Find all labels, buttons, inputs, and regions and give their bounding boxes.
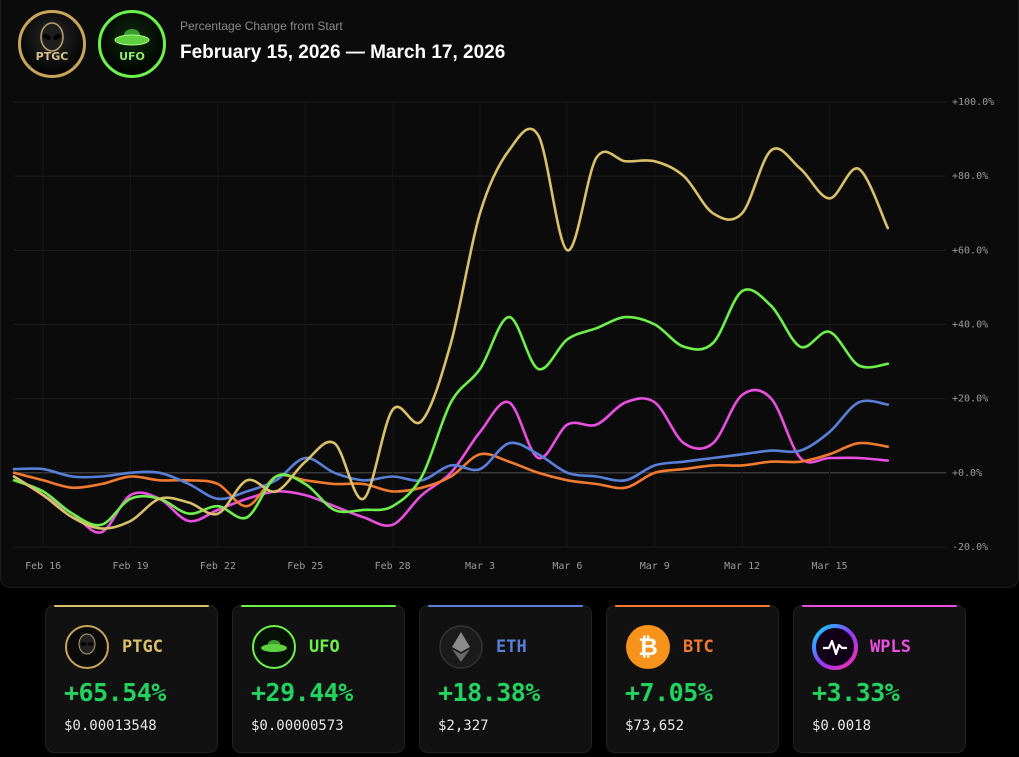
card-name: WPLS [870, 637, 911, 657]
card-wpls[interactable]: WPLS +3.33% $0.0018 [793, 605, 966, 753]
card-price: $0.00000573 [251, 718, 344, 734]
series-line-wpls [12, 388, 890, 534]
card-change: +29.44% [251, 678, 353, 707]
ufo-logo-icon: UFO [98, 10, 166, 78]
chart-subtitle: Percentage Change from Start [180, 19, 343, 33]
series-line-ptgc [12, 127, 890, 530]
ptgc-logo-text: PTGC [35, 50, 69, 63]
card-accent-bar [54, 605, 209, 607]
line-chart: +100.0% +80.0% +60.0% +40.0% +20.0% +0.0% -20.… [12, 97, 994, 572]
series-line-btc [12, 441, 890, 508]
card-change: +65.54% [64, 678, 166, 707]
card-accent-bar [241, 605, 396, 607]
chart-title: February 15, 2026 — March 17, 2026 [180, 42, 506, 63]
series-line-eth [12, 399, 890, 501]
card-change: +7.05% [625, 678, 713, 707]
y-tick-label: -20.0% [952, 542, 988, 553]
card-accent-bar [615, 605, 770, 607]
card-ptgc[interactable]: PTGC +65.54% $0.00013548 [45, 605, 218, 753]
y-tick-label: +0.0% [952, 468, 982, 479]
x-tick-label: Mar 3 [465, 561, 495, 572]
card-name: PTGC [122, 637, 163, 657]
card-name: ETH [496, 637, 527, 657]
y-tick-label: +40.0% [952, 320, 988, 331]
x-tick-label: Mar 12 [724, 561, 760, 572]
x-tick-label: Feb 16 [25, 561, 61, 572]
card-name: BTC [683, 637, 714, 657]
card-btc[interactable]: ₿ BTC +7.05% $73,652 [606, 605, 779, 753]
y-tick-label: +60.0% [952, 245, 988, 256]
x-tick-label: Mar 15 [811, 561, 847, 572]
y-tick-label: +80.0% [952, 171, 988, 182]
x-tick-label: Feb 19 [112, 561, 148, 572]
card-ufo[interactable]: UFO +29.44% $0.00000573 [232, 605, 405, 753]
card-change: +18.38% [438, 678, 540, 707]
x-tick-label: Feb 28 [375, 561, 411, 572]
svg-text:₿: ₿ [638, 633, 658, 661]
card-eth[interactable]: ETH +18.38% $2,327 [419, 605, 592, 753]
ptgc-logo-icon: PTGC [18, 10, 86, 78]
ptgc-alien-icon [64, 624, 110, 670]
x-tick-label: Feb 22 [200, 561, 236, 572]
card-price: $0.00013548 [64, 718, 157, 734]
wpls-pulse-icon [812, 624, 858, 670]
card-price: $0.0018 [812, 718, 872, 734]
y-tick-label: +20.0% [952, 394, 988, 405]
x-tick-label: Mar 6 [552, 561, 582, 572]
x-tick-label: Feb 25 [287, 561, 323, 572]
card-price: $73,652 [625, 718, 685, 734]
y-tick-label: +100.0% [952, 97, 994, 108]
card-accent-bar [802, 605, 957, 607]
ufo-logo-text: UFO [119, 50, 145, 63]
ethereum-icon [438, 624, 484, 670]
card-name: UFO [309, 637, 340, 657]
card-change: +3.33% [812, 678, 900, 707]
ufo-saucer-icon [251, 624, 297, 670]
x-tick-label: Mar 9 [640, 561, 670, 572]
chart-panel [0, 0, 1019, 588]
card-accent-bar [428, 605, 583, 607]
card-price: $2,327 [438, 718, 489, 734]
bitcoin-icon: ₿ [625, 624, 671, 670]
